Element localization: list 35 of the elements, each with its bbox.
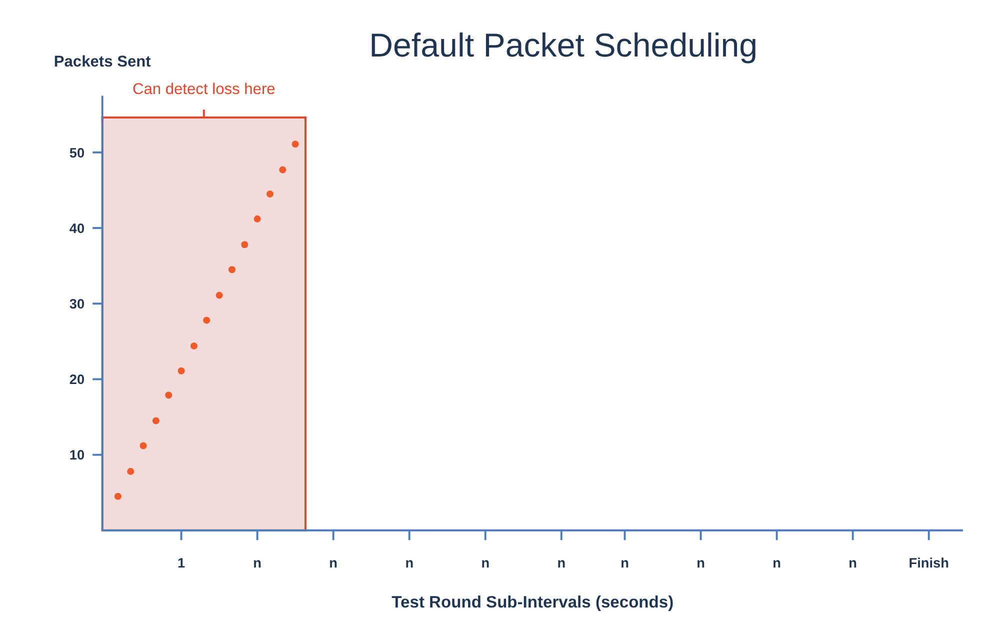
point xyxy=(140,442,147,450)
x-axis-title: Test Round Sub-Intervals (seconds) xyxy=(392,592,674,612)
point xyxy=(127,468,134,475)
x-tick-label: n xyxy=(481,555,490,570)
point xyxy=(114,492,122,500)
point xyxy=(292,140,299,148)
y-tick-label: 10 xyxy=(69,448,86,463)
point xyxy=(254,215,261,222)
point xyxy=(241,241,248,248)
point xyxy=(266,190,274,198)
point xyxy=(152,417,160,424)
point xyxy=(178,367,185,374)
point xyxy=(216,292,223,299)
y-axis-title: Packets Sent xyxy=(54,53,151,70)
point xyxy=(279,166,286,174)
y-tick-label: 50 xyxy=(69,145,86,160)
y-tick-label: 30 xyxy=(69,296,86,312)
x-tick-label: n xyxy=(772,555,781,570)
point xyxy=(165,392,172,399)
point xyxy=(203,316,210,324)
x-tick-label: n xyxy=(405,555,414,570)
x-tick-label: n xyxy=(557,555,566,570)
point xyxy=(190,342,198,350)
x-tick-label: n xyxy=(253,555,262,570)
x-tick-label: n xyxy=(620,555,629,570)
x-tick-label: 1 xyxy=(178,555,186,570)
x-tick-label: n xyxy=(848,555,857,570)
x-tick-label: Finish xyxy=(908,555,949,570)
y-tick-label: 20 xyxy=(69,372,86,388)
y-tick-label: 40 xyxy=(69,220,86,236)
point xyxy=(228,266,236,274)
chart-title: Default Packet Scheduling xyxy=(369,28,758,65)
x-tick-label: n xyxy=(696,555,705,570)
x-tick-label: n xyxy=(329,555,338,570)
annotation: Can detect loss here xyxy=(132,81,276,98)
